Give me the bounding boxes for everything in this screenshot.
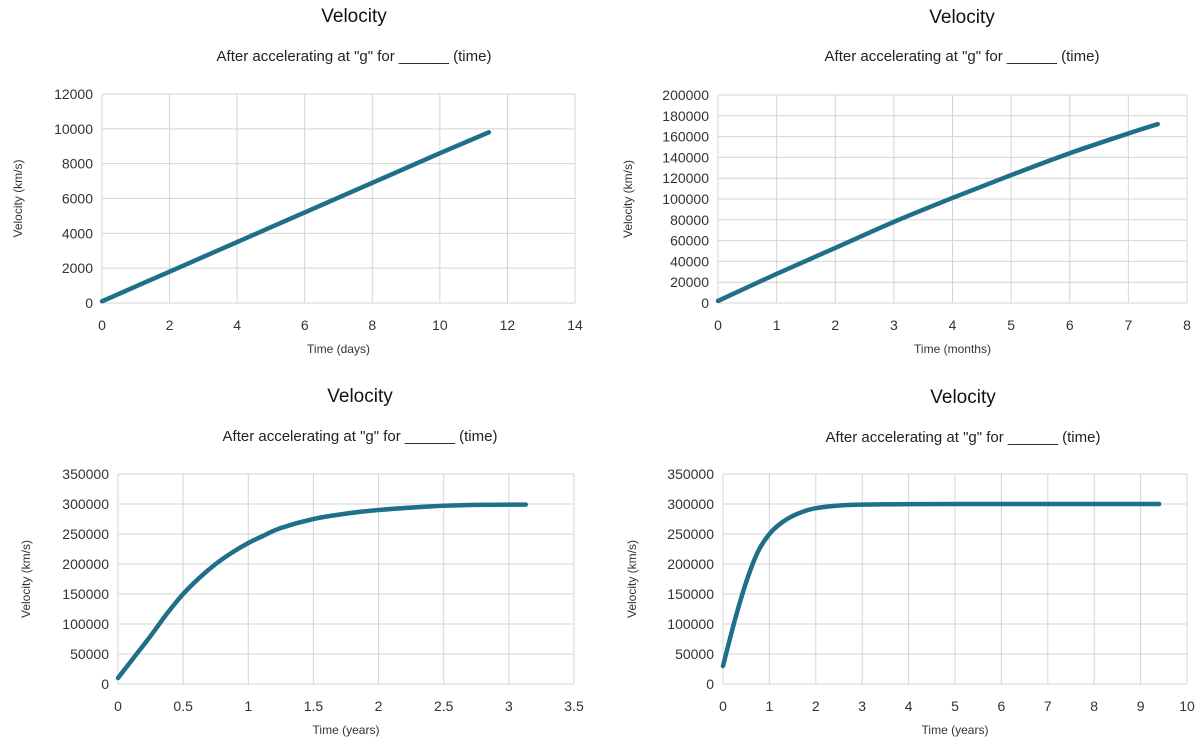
chart-subtitle: After accelerating at "g" for ______ (ti… xyxy=(825,48,1100,65)
y-tick-label: 50000 xyxy=(675,646,714,662)
y-tick-label: 4000 xyxy=(62,225,93,241)
chart-subtitle: After accelerating at "g" for ______ (ti… xyxy=(826,429,1101,446)
x-tick-label: 12 xyxy=(500,317,516,333)
x-axis-label: Time (years) xyxy=(922,723,989,737)
y-tick-label: 20000 xyxy=(670,274,709,290)
y-tick-label: 0 xyxy=(706,676,714,692)
y-axis-label: Velocity (km/s) xyxy=(625,540,639,618)
velocity-series-line xyxy=(115,502,529,681)
x-axis-label: Time (months) xyxy=(914,342,991,356)
x-tick-label: 14 xyxy=(567,317,583,333)
x-tick-label: 4 xyxy=(949,317,957,333)
y-tick-label: 140000 xyxy=(662,149,709,165)
x-tick-label: 1 xyxy=(244,698,252,714)
y-tick-label: 200000 xyxy=(62,556,109,572)
velocity-series-line xyxy=(720,501,1162,669)
x-tick-label: 0 xyxy=(98,317,106,333)
x-tick-label: 8 xyxy=(1183,317,1191,333)
chart-subtitle: After accelerating at "g" for ______ (ti… xyxy=(217,48,492,65)
x-axis-label: Time (days) xyxy=(307,342,370,356)
y-tick-label: 300000 xyxy=(667,496,714,512)
velocity-series-line xyxy=(99,130,492,304)
y-tick-label: 100000 xyxy=(667,616,714,632)
y-tick-label: 2000 xyxy=(62,260,93,276)
x-tick-label: 7 xyxy=(1124,317,1132,333)
x-tick-label: 6 xyxy=(1066,317,1074,333)
y-tick-label: 0 xyxy=(101,676,109,692)
x-tick-label: 5 xyxy=(1007,317,1015,333)
y-tick-label: 80000 xyxy=(670,212,709,228)
y-tick-label: 180000 xyxy=(662,108,709,124)
y-tick-label: 350000 xyxy=(62,466,109,482)
y-tick-label: 150000 xyxy=(667,586,714,602)
y-tick-label: 10000 xyxy=(54,121,93,137)
y-tick-label: 200000 xyxy=(662,87,709,103)
y-tick-label: 60000 xyxy=(670,233,709,249)
x-tick-label: 0 xyxy=(114,698,122,714)
x-tick-label: 3 xyxy=(505,698,513,714)
chart-title: Velocity xyxy=(930,387,996,408)
x-tick-label: 2 xyxy=(831,317,839,333)
chart-2: Velocity After accelerating at "g" for __… xyxy=(621,7,1191,356)
x-tick-label: 3 xyxy=(890,317,898,333)
x-tick-label: 1 xyxy=(766,698,774,714)
x-tick-label: 10 xyxy=(432,317,448,333)
y-tick-label: 300000 xyxy=(62,496,109,512)
x-tick-label: 1.5 xyxy=(304,698,324,714)
x-tick-label: 9 xyxy=(1137,698,1145,714)
velocity-series-line xyxy=(715,121,1160,304)
y-tick-label: 8000 xyxy=(62,156,93,172)
x-tick-label: 2.5 xyxy=(434,698,454,714)
chart-title: Velocity xyxy=(321,6,387,27)
y-axis-label: Velocity (km/s) xyxy=(19,540,33,618)
y-tick-label: 100000 xyxy=(662,191,709,207)
x-tick-label: 4 xyxy=(233,317,241,333)
y-tick-label: 160000 xyxy=(662,129,709,145)
chart-subtitle: After accelerating at "g" for ______ (ti… xyxy=(223,428,498,445)
chart-1: Velocity After accelerating at "g" for __… xyxy=(11,6,583,356)
y-tick-label: 250000 xyxy=(667,526,714,542)
x-tick-label: 3 xyxy=(858,698,866,714)
x-axis-label: Time (years) xyxy=(313,723,380,737)
x-tick-label: 8 xyxy=(1090,698,1098,714)
x-tick-label: 6 xyxy=(998,698,1006,714)
y-tick-label: 100000 xyxy=(62,616,109,632)
y-tick-label: 120000 xyxy=(662,170,709,186)
x-tick-label: 2 xyxy=(812,698,820,714)
x-tick-label: 4 xyxy=(905,698,913,714)
x-tick-label: 7 xyxy=(1044,698,1052,714)
y-tick-label: 50000 xyxy=(70,646,109,662)
chart-title: Velocity xyxy=(929,7,995,28)
y-tick-label: 200000 xyxy=(667,556,714,572)
y-tick-label: 350000 xyxy=(667,466,714,482)
y-tick-label: 12000 xyxy=(54,86,93,102)
y-axis-label: Velocity (km/s) xyxy=(11,159,25,237)
x-tick-label: 10 xyxy=(1179,698,1195,714)
y-tick-label: 6000 xyxy=(62,191,93,207)
x-tick-label: 2 xyxy=(166,317,174,333)
y-tick-label: 150000 xyxy=(62,586,109,602)
x-tick-label: 0 xyxy=(714,317,722,333)
x-tick-label: 1 xyxy=(773,317,781,333)
x-tick-label: 3.5 xyxy=(564,698,584,714)
y-tick-label: 0 xyxy=(701,295,709,311)
x-tick-label: 0.5 xyxy=(173,698,193,714)
x-tick-label: 8 xyxy=(368,317,376,333)
x-tick-label: 6 xyxy=(301,317,309,333)
chart-title: Velocity xyxy=(327,386,393,407)
y-tick-label: 40000 xyxy=(670,253,709,269)
chart-4: Velocity After accelerating at "g" for __… xyxy=(625,387,1195,737)
y-tick-label: 0 xyxy=(85,295,93,311)
y-axis-label: Velocity (km/s) xyxy=(621,160,635,238)
y-tick-label: 250000 xyxy=(62,526,109,542)
x-tick-label: 0 xyxy=(719,698,727,714)
x-tick-label: 5 xyxy=(951,698,959,714)
chart-3: Velocity After accelerating at "g" for __… xyxy=(19,386,584,737)
x-tick-label: 2 xyxy=(375,698,383,714)
